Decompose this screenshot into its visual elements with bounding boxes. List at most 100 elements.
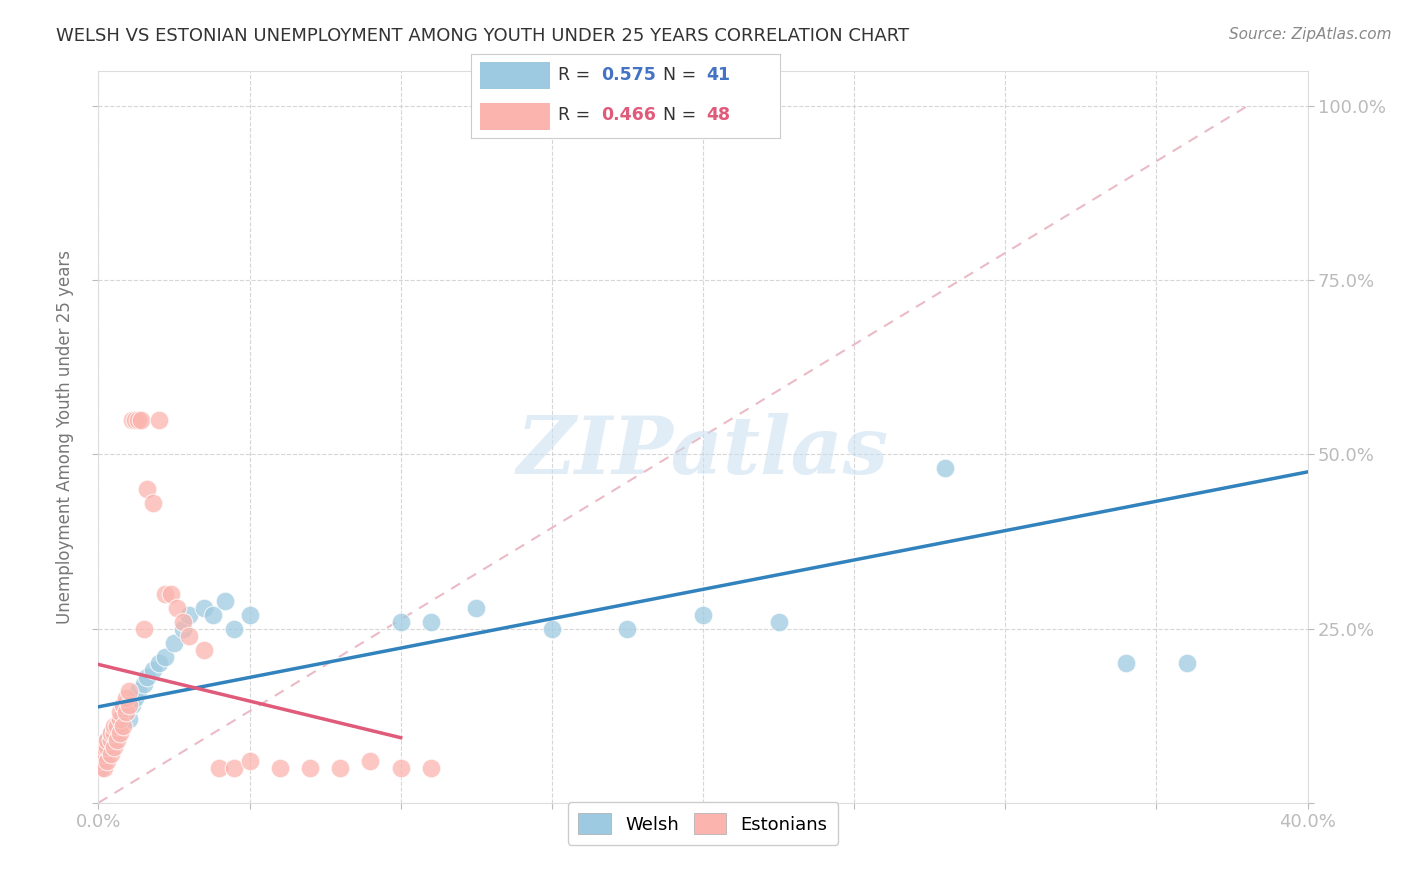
Text: 0.466: 0.466 [600,106,655,124]
Text: N =: N = [662,106,702,124]
Point [224,761,246,775]
Point [93,754,115,768]
Text: 0.575: 0.575 [600,66,655,84]
Point [692,607,714,622]
Point [105,726,128,740]
Point [114,705,136,719]
Point [127,684,149,698]
Text: N =: N = [662,66,702,84]
Point [90,754,112,768]
Point [121,412,143,426]
Point [142,664,165,678]
Point [160,587,183,601]
Point [111,719,134,733]
Point [224,622,246,636]
Point [103,726,125,740]
Point [105,733,128,747]
Point [118,712,141,726]
Point [100,726,122,740]
Text: 41: 41 [706,66,730,84]
Point [135,483,157,497]
Point [1115,657,1137,671]
Point [127,412,149,426]
Point [153,587,176,601]
Point [148,412,170,426]
Point [1175,657,1198,671]
Point [135,670,157,684]
Point [269,761,291,775]
Point [132,677,155,691]
Text: R =: R = [558,106,595,124]
Point [420,615,443,629]
Text: Source: ZipAtlas.com: Source: ZipAtlas.com [1229,27,1392,42]
Point [465,600,488,615]
Text: R =: R = [558,66,595,84]
Text: WELSH VS ESTONIAN UNEMPLOYMENT AMONG YOUTH UNDER 25 YEARS CORRELATION CHART: WELSH VS ESTONIAN UNEMPLOYMENT AMONG YOU… [56,27,910,45]
Point [96,733,118,747]
Point [100,726,122,740]
Point [616,622,638,636]
Text: ZIPatlas: ZIPatlas [517,413,889,491]
Point [172,622,194,636]
Point [111,712,134,726]
Point [93,761,115,775]
Point [124,412,146,426]
Point [214,594,236,608]
Point [96,733,118,747]
Point [90,761,112,775]
Point [239,754,262,768]
Point [142,496,165,510]
Point [193,642,215,657]
Point [103,726,125,740]
Point [768,615,790,629]
Point [299,761,322,775]
Point [105,719,128,733]
Point [100,747,122,761]
Point [93,747,115,761]
Point [179,607,201,622]
Point [934,461,956,475]
Point [111,698,134,713]
Point [239,607,262,622]
Text: 48: 48 [706,106,730,124]
Point [108,705,131,719]
Point [90,761,112,775]
Point [103,733,125,747]
Point [389,615,412,629]
Point [114,691,136,706]
Point [172,615,194,629]
Y-axis label: Unemployment Among Youth under 25 years: Unemployment Among Youth under 25 years [56,250,75,624]
Point [329,761,352,775]
Point [540,622,562,636]
Point [420,761,443,775]
Point [93,740,115,755]
Point [360,754,382,768]
Point [108,719,131,733]
Point [148,657,170,671]
Point [208,761,231,775]
Point [96,754,118,768]
Point [166,600,188,615]
Point [100,733,122,747]
Point [118,684,141,698]
Point [103,740,125,755]
Point [129,412,152,426]
Point [96,740,118,755]
Point [193,600,215,615]
Point [179,629,201,643]
Point [118,698,141,713]
Point [108,726,131,740]
Point [202,607,225,622]
Point [163,635,186,649]
Point [108,712,131,726]
Point [114,705,136,719]
Legend: Welsh, Estonians: Welsh, Estonians [568,803,838,845]
Point [132,622,155,636]
Point [93,747,115,761]
Point [103,719,125,733]
FancyBboxPatch shape [481,62,550,89]
Point [96,740,118,755]
FancyBboxPatch shape [481,103,550,130]
Point [389,761,412,775]
Point [153,649,176,664]
